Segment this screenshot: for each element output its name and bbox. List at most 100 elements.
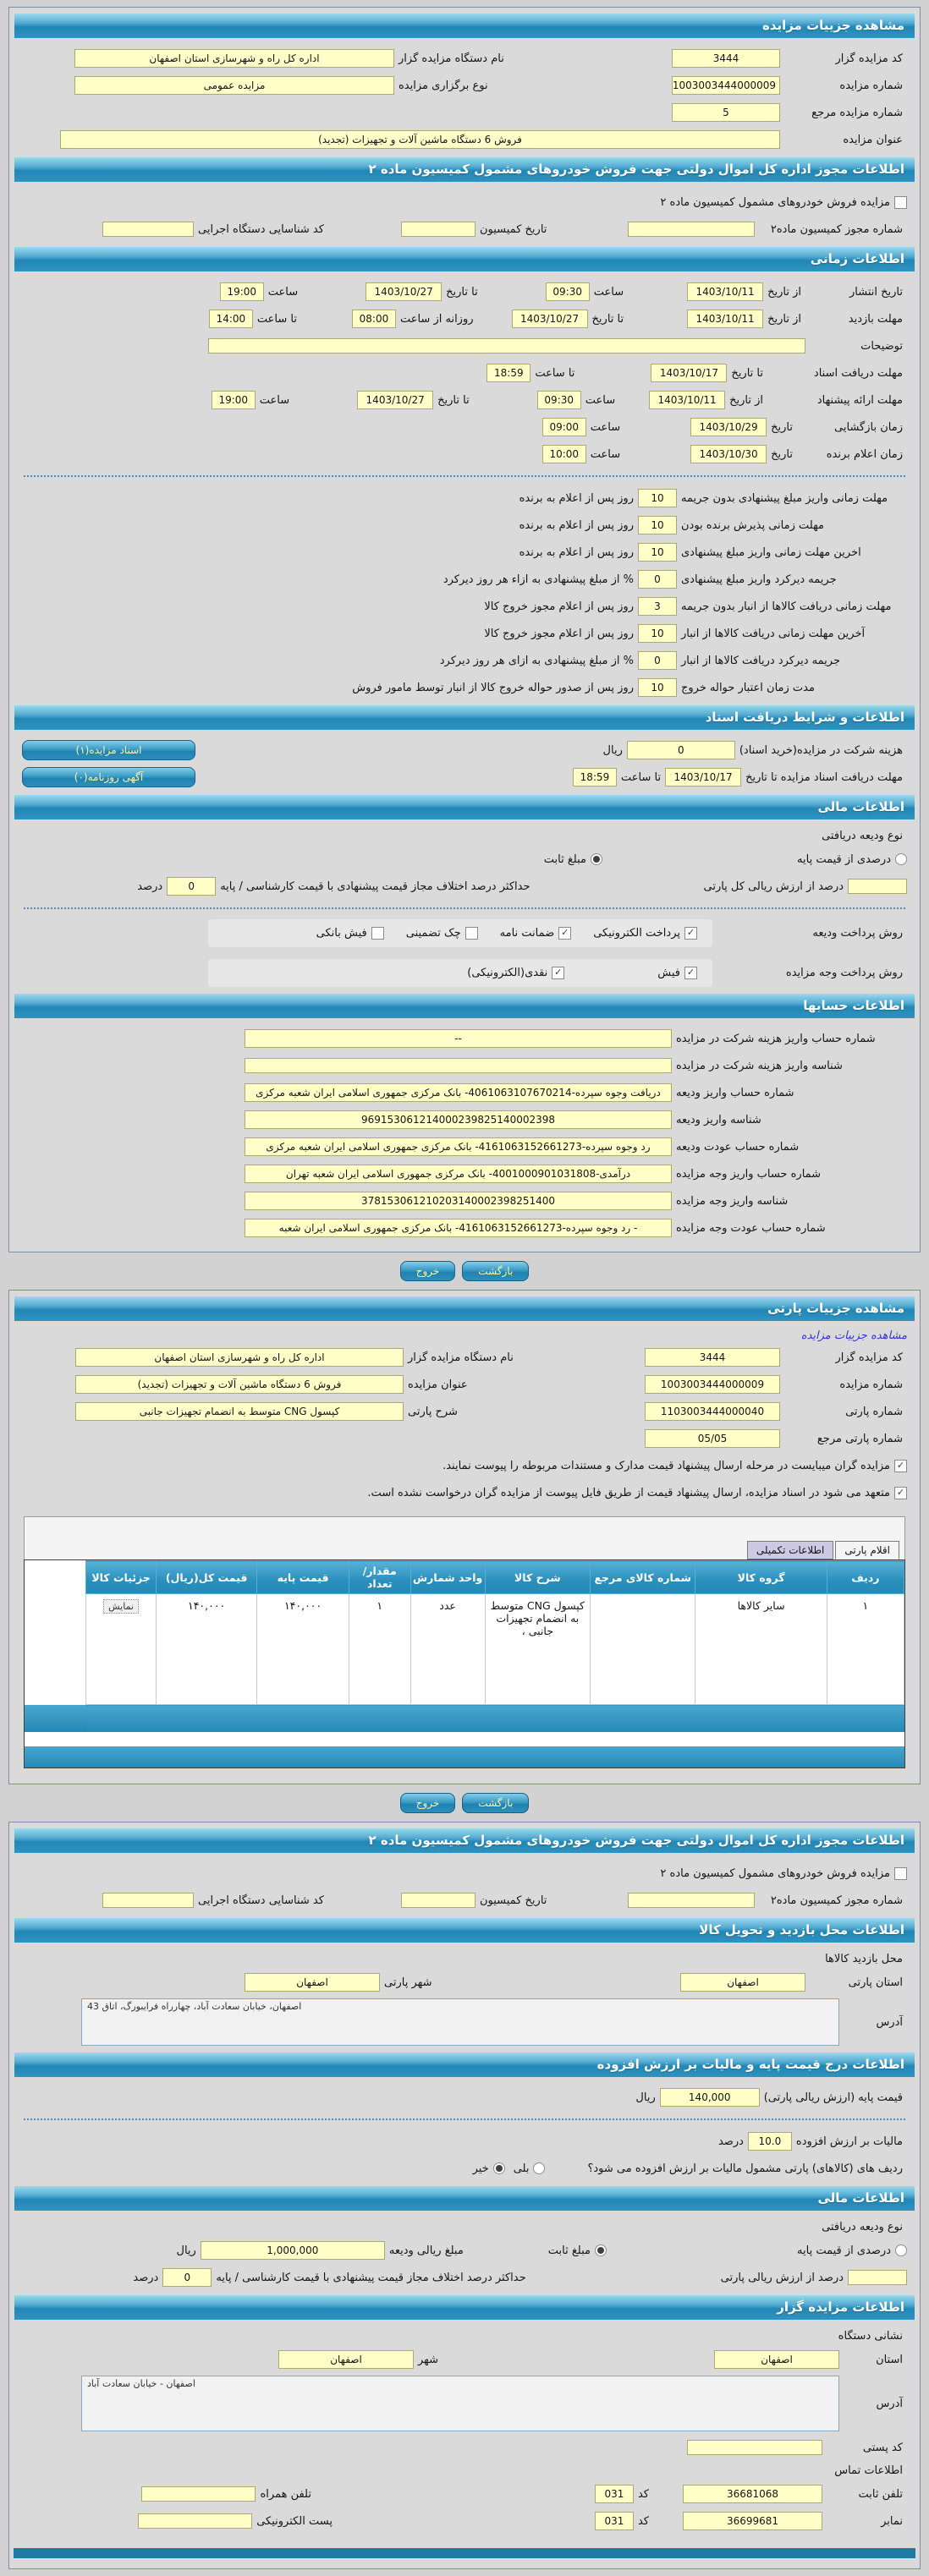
account-field[interactable]: 969153061214000239825140002398	[245, 1110, 672, 1129]
docs-deadline-date-field[interactable]: 1403/10/17	[651, 364, 728, 382]
electronic-payment-option[interactable]: پرداخت الکترونیکی	[593, 927, 697, 940]
secured-check-checkbox[interactable]	[464, 927, 478, 940]
auctioneer-org-field[interactable]: اداره کل راه و شهرسازی استان اصفهان	[74, 49, 394, 68]
auction-code-field[interactable]: 3444	[672, 49, 780, 68]
postal-code-field[interactable]	[687, 2440, 822, 2455]
account-field[interactable]: 378153061210203140002398251400	[245, 1192, 672, 1210]
percent-of-base2-option[interactable]: درصدی از قیمت پایه	[797, 2244, 907, 2257]
visit-daily-from-field[interactable]: 08:00	[351, 310, 396, 328]
made2-permit2-field[interactable]	[628, 1893, 755, 1908]
back-button[interactable]: بازگشت	[462, 1793, 530, 1813]
auction-ref-field[interactable]: 5	[672, 103, 780, 122]
penalty-field[interactable]: 0	[638, 651, 677, 670]
commission-date2-field[interactable]	[401, 1893, 475, 1908]
vat-yes-option[interactable]: بلی	[514, 2162, 546, 2175]
opening-hour-field[interactable]: 09:00	[541, 418, 586, 436]
slip-option[interactable]: فیش	[657, 967, 697, 979]
visit-from-field[interactable]: 1403/10/11	[687, 310, 764, 328]
visit-to-field[interactable]: 1403/10/27	[511, 310, 588, 328]
tab-additional-info[interactable]: اطلاعات تکمیلی	[746, 1541, 834, 1559]
fax-code-field[interactable]: 031	[594, 2512, 634, 2530]
opening-date-field[interactable]: 1403/10/29	[690, 418, 767, 436]
agency-code2-field[interactable]	[102, 1893, 194, 1908]
account-field[interactable]: - رد وجوه سپرده-4161063152661273- بانک م…	[245, 1219, 672, 1237]
exit-button[interactable]: خروج	[399, 1793, 456, 1813]
deposit-amount-field[interactable]: 1,000,000	[200, 2241, 385, 2260]
max-diff-field[interactable]: 0	[167, 877, 217, 896]
docs-fee-field[interactable]: 0	[626, 741, 735, 759]
guarantee-checkbox[interactable]	[558, 927, 572, 940]
fixed-amount-radio[interactable]	[591, 853, 603, 865]
publish-to-hour-field[interactable]: 19:00	[219, 282, 264, 301]
agency-code-field[interactable]	[102, 222, 194, 237]
winner-hour-field[interactable]: 10:00	[541, 445, 586, 463]
offer-from-field[interactable]: 1403/10/11	[649, 391, 726, 409]
auction-type-field[interactable]: مزایده عمومی	[74, 76, 394, 95]
back-button[interactable]: بازگشت	[462, 1261, 530, 1281]
commission-date-field[interactable]	[401, 222, 475, 237]
made2-checkbox[interactable]	[894, 195, 907, 209]
bank-slip-checkbox[interactable]	[371, 927, 384, 940]
bank-slip-option[interactable]: فیش بانکی	[316, 927, 384, 940]
vat-no-radio[interactable]	[492, 2162, 505, 2174]
docs-deadline-hour-field[interactable]: 18:59	[486, 364, 531, 382]
docs-deadline2-date-field[interactable]: 1403/10/17	[665, 768, 742, 787]
view-auction-details-link[interactable]: مشاهده جزییات مزایده	[800, 1329, 907, 1342]
vat-field[interactable]: 10.0	[747, 2132, 792, 2151]
cash-electronic-checkbox[interactable]	[552, 967, 565, 979]
auction-subject-field[interactable]: فروش 6 دستگاه ماشین آلات و تجهیزات (تجدی…	[60, 130, 780, 149]
email-field[interactable]	[138, 2513, 253, 2529]
vat-yes-radio[interactable]	[533, 2162, 546, 2174]
party-province-field[interactable]: اصفهان	[680, 1973, 805, 1992]
visit-daily-to-field[interactable]: 14:00	[208, 310, 253, 328]
exit-button[interactable]: خروج	[399, 1261, 456, 1281]
percent-of-total-field[interactable]	[848, 879, 907, 894]
publish-from-field[interactable]: 1403/10/11	[687, 282, 764, 301]
made2-permit-field[interactable]	[628, 222, 755, 237]
no-file-request-checkbox[interactable]	[894, 1486, 907, 1499]
notes-field[interactable]	[208, 338, 805, 354]
account-field[interactable]	[245, 1058, 672, 1073]
org-address-field[interactable]: اصفهان - خیابان سعادت آباد	[81, 2376, 839, 2431]
newspaper-ad-button[interactable]: آگهی روزنامه(۰)	[22, 767, 195, 787]
penalty-field[interactable]: 10	[638, 543, 677, 562]
phone-code-field[interactable]: 031	[594, 2485, 634, 2503]
account-field[interactable]: دریافت وجوه سپرده-4061063107670214- بانک…	[245, 1083, 672, 1102]
publish-to-field[interactable]: 1403/10/27	[366, 282, 443, 301]
party-address-field[interactable]: اصفهان، خیابان سعادت آباد، چهارراه فرایب…	[81, 1998, 839, 2046]
penalty-field[interactable]: 3	[638, 597, 677, 616]
electronic-payment-checkbox[interactable]	[684, 927, 697, 940]
percent-of-base-option[interactable]: درصدی از قیمت پایه	[797, 853, 907, 866]
party-ref-field[interactable]: 05/05	[645, 1429, 780, 1448]
party-city-field[interactable]: اصفهان	[245, 1973, 380, 1992]
account-field[interactable]: --	[245, 1029, 672, 1048]
account-field[interactable]: رد وجوه سپرده-4161063152661273- بانک مرک…	[245, 1137, 672, 1156]
auction-number-field[interactable]: 1003003444000009	[672, 76, 780, 95]
fixed-amount2-option[interactable]: مبلغ ثابت	[548, 2244, 607, 2257]
guarantee-option[interactable]: ضمانت نامه	[500, 927, 572, 940]
tab-party-items[interactable]: اقلام پارتی	[835, 1541, 899, 1559]
show-details-button[interactable]: نمایش	[103, 1599, 139, 1614]
offer-from-hour-field[interactable]: 09:30	[536, 391, 581, 409]
penalty-field[interactable]: 10	[638, 489, 677, 507]
penalty-field[interactable]: 10	[638, 516, 677, 534]
party-desc-field[interactable]: کپسول CNG متوسط به انضمام تجهیزات جانبی	[75, 1402, 404, 1421]
secured-check-option[interactable]: چک تضمینی	[406, 927, 478, 940]
mobile-field[interactable]	[141, 2486, 256, 2502]
slip-checkbox[interactable]	[684, 967, 697, 979]
phone-field[interactable]: 36681068	[683, 2485, 822, 2503]
fax-field[interactable]: 36699681	[683, 2512, 822, 2530]
org-city-field[interactable]: اصفهان	[278, 2350, 414, 2369]
penalty-field[interactable]: 10	[638, 624, 677, 643]
party-lot-number-field[interactable]: 1103003444000040	[645, 1402, 780, 1421]
auction-docs-button[interactable]: اسناد مزایده(۱)	[22, 740, 195, 760]
account-field[interactable]: درآمدی-4001000901031808- بانک مرکزی جمهو…	[245, 1165, 672, 1183]
percent-of-party-field[interactable]	[848, 2270, 907, 2285]
made2-checkbox2[interactable]	[894, 1866, 907, 1880]
party-auction-code-field[interactable]: 3444	[645, 1348, 780, 1367]
vat-no-option[interactable]: خیر	[473, 2162, 505, 2175]
publish-from-hour-field[interactable]: 09:30	[545, 282, 590, 301]
base-price-field[interactable]: 140,000	[659, 2088, 760, 2107]
fixed-amount-option[interactable]: مبلغ ثابت	[544, 853, 603, 866]
penalty-field[interactable]: 10	[638, 678, 677, 697]
